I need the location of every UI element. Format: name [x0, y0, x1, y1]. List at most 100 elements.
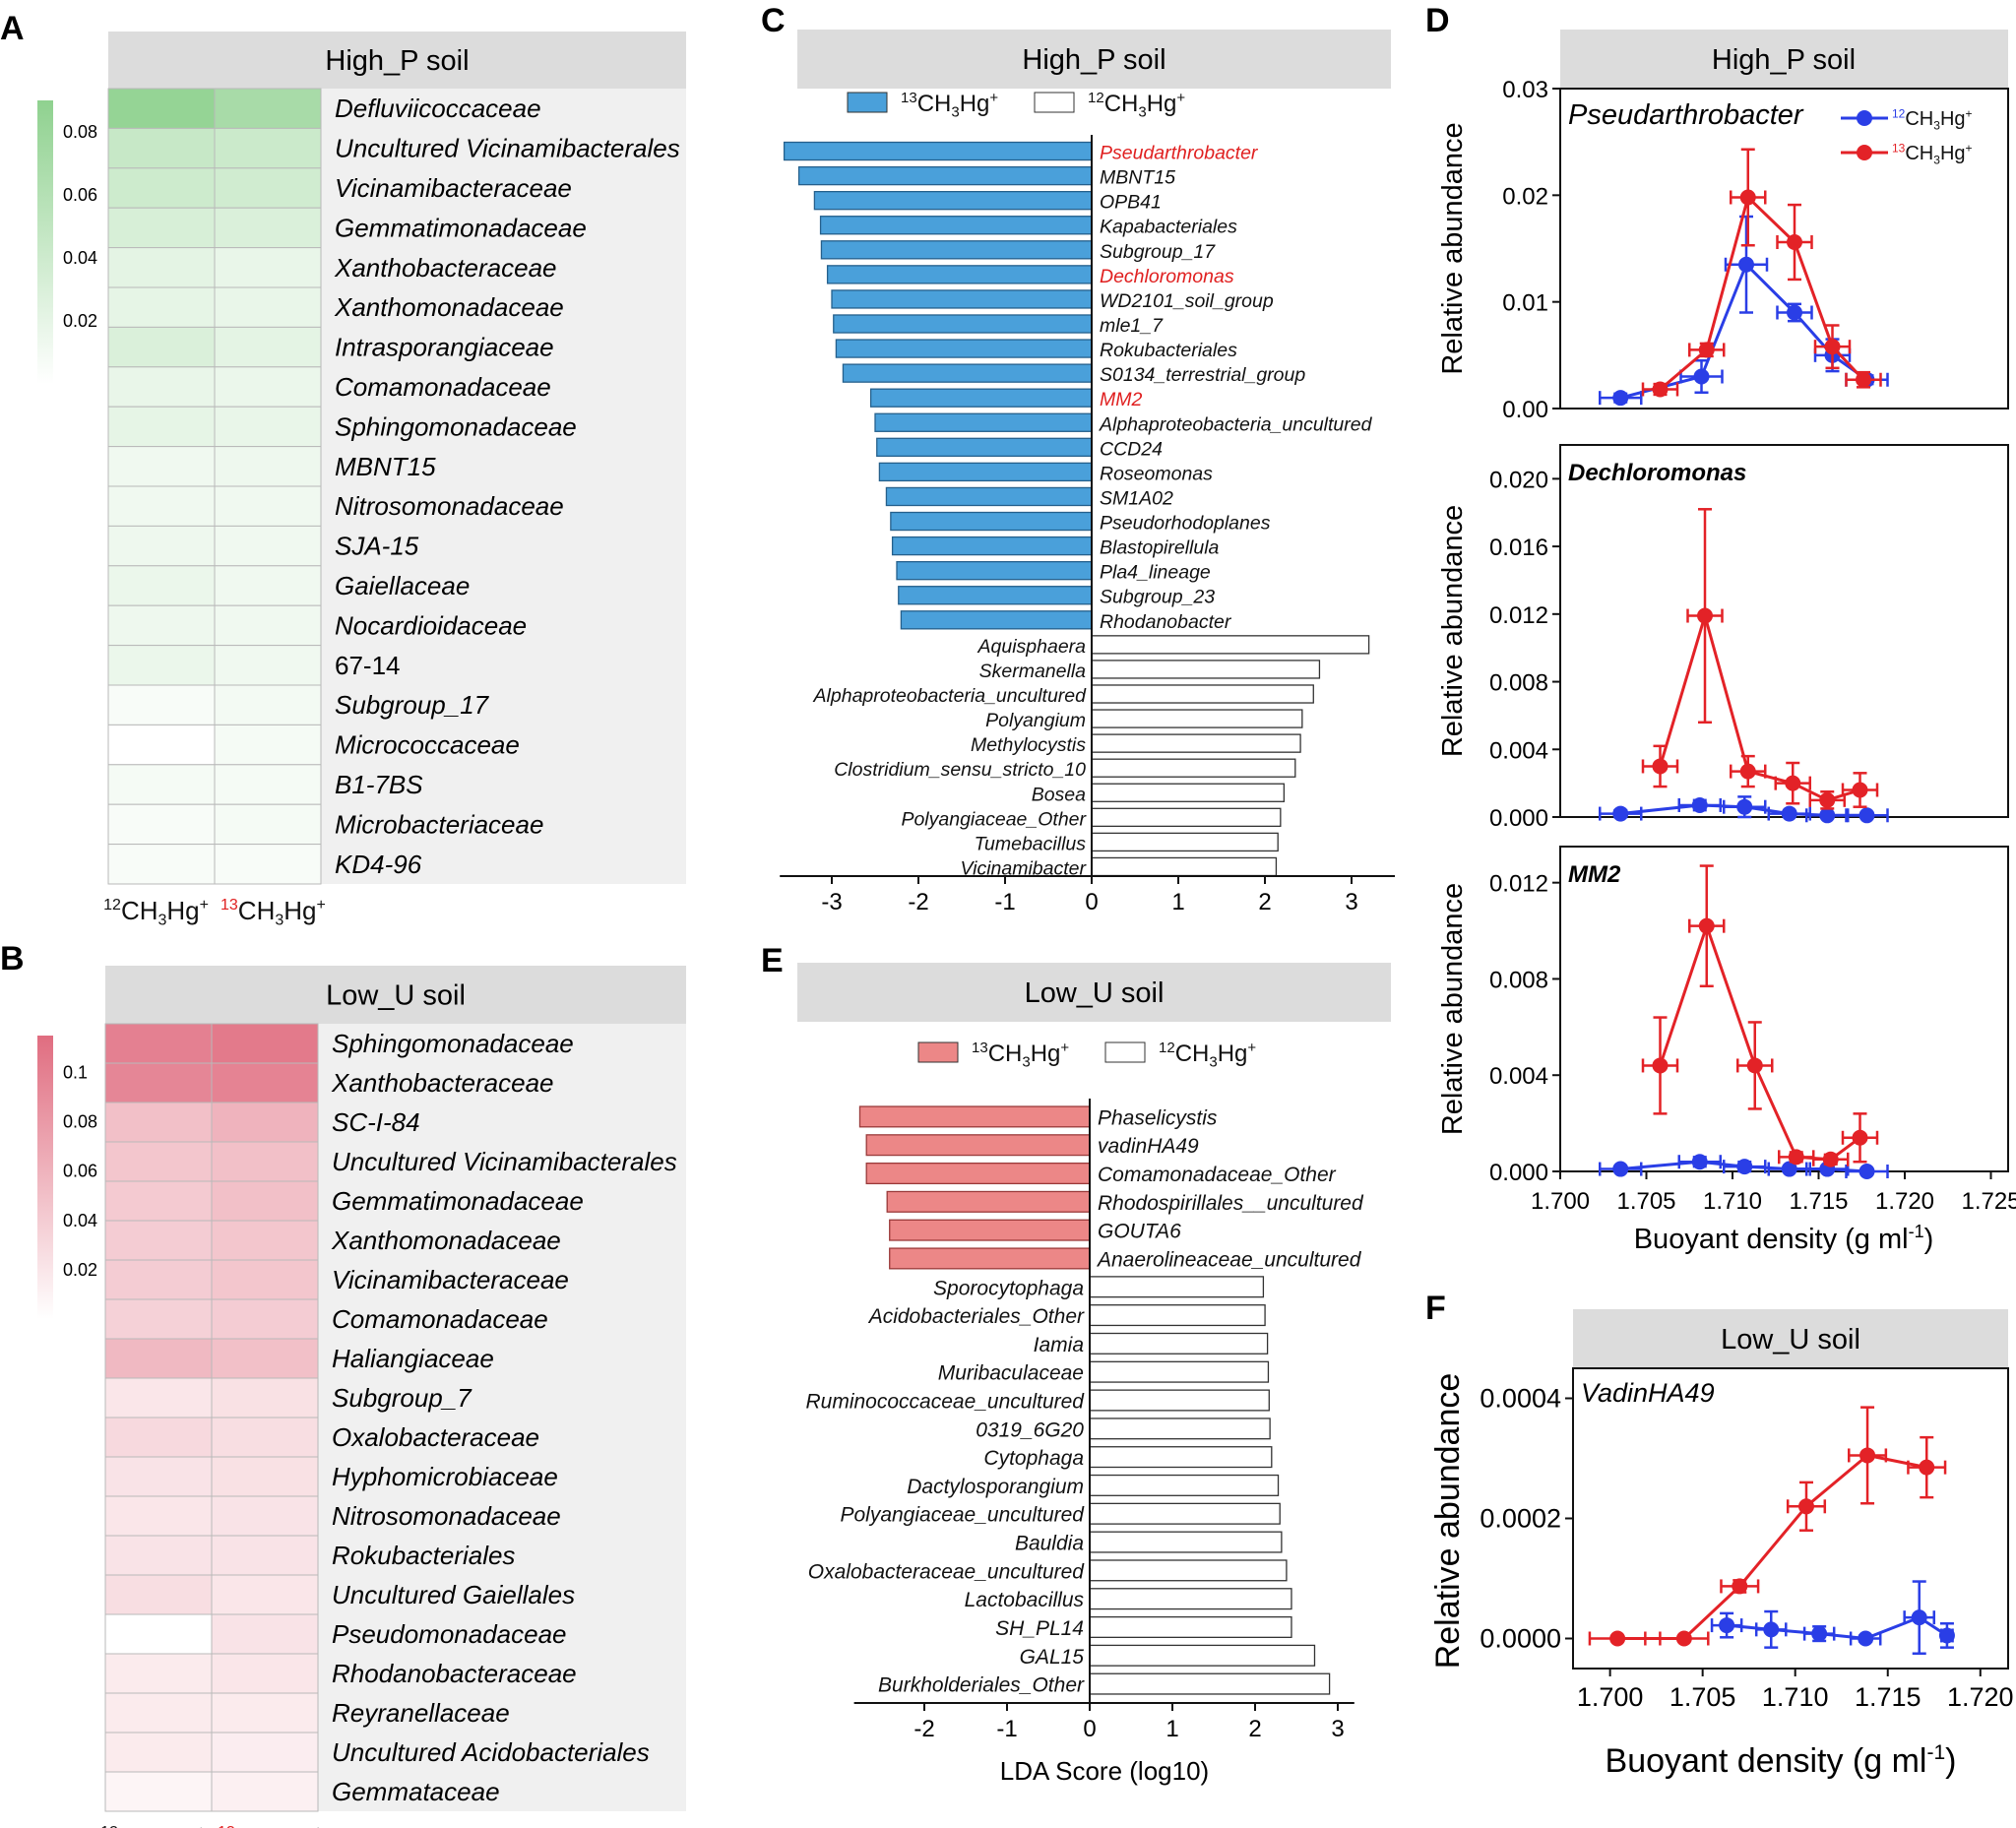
data-point	[1698, 917, 1715, 934]
x-tick-label: -1	[996, 1716, 1017, 1742]
data-point	[1852, 782, 1868, 798]
y-tick-label: 0.02	[1502, 183, 1548, 210]
heatmap-cell	[107, 485, 216, 527]
bar-label: Blastopirellula	[1100, 537, 1220, 559]
x-tick-label: 2	[1258, 889, 1271, 915]
row-label: MBNT15	[335, 452, 436, 481]
row-label: Uncultured Acidobacteriales	[332, 1737, 650, 1767]
lda-bar	[1089, 1360, 1270, 1383]
lda-bar	[1089, 1502, 1281, 1525]
row-label: Xanthobacteraceae	[334, 253, 557, 283]
bar-label: Aquisphaera	[977, 636, 1087, 658]
x-axis-label: LDA Score (log10)	[1000, 1756, 1209, 1786]
row-label: Gemmataceae	[332, 1777, 500, 1806]
heatmap-cell	[214, 127, 322, 169]
heatmap-cell	[211, 1613, 319, 1655]
data-point	[1691, 796, 1708, 813]
panel-a-heatmap: High_P soil Defluviicoccaceae Uncultured V…	[37, 32, 686, 929]
data-point	[1787, 234, 1802, 250]
lda-bar	[833, 314, 1093, 334]
subplot-title: Pseudarthrobacter	[1568, 99, 1804, 131]
panel-header	[1560, 30, 2008, 89]
panel-letter-f: F	[1425, 1290, 1446, 1327]
data-point	[1856, 371, 1871, 388]
legend-swatch	[847, 92, 888, 113]
data-point	[1919, 1459, 1935, 1476]
subplot-title: Dechloromonas	[1568, 460, 1746, 486]
heatmap-cell	[104, 1062, 213, 1103]
panel-letter-c: C	[761, 2, 786, 39]
data-point	[1788, 1149, 1804, 1166]
x-tick-label: 1.710	[1762, 1682, 1829, 1712]
heatmap-cell	[104, 1771, 213, 1812]
row-label: Microbacteriaceae	[335, 809, 543, 839]
bar-label: Pseudorhodoplanes	[1100, 513, 1271, 535]
y-axis-label: Relative abundance	[1437, 883, 1469, 1135]
heatmap-cell	[104, 1732, 213, 1773]
panel-title: High_P soil	[1022, 44, 1166, 76]
lda-bar	[826, 265, 1093, 284]
data-point	[1858, 1164, 1875, 1179]
legend-swatch	[917, 1041, 959, 1063]
heatmap-cell	[214, 525, 322, 567]
data-point	[1858, 807, 1875, 824]
column-label: 12CH3Hg+	[100, 1823, 206, 1828]
heatmap-cell	[214, 247, 322, 288]
colorbar-tick-label: 0.04	[63, 1211, 97, 1230]
y-tick-label: 0.0000	[1480, 1624, 1561, 1654]
x-tick-label: 1.705	[1670, 1682, 1736, 1712]
y-axis-label: Relative abundance	[1437, 505, 1469, 757]
bar-label: Subgroup_17	[1100, 241, 1216, 263]
legend-label: 12CH3Hg+	[1892, 106, 1973, 132]
heatmap-cell	[107, 127, 216, 169]
heatmap-cell	[214, 88, 322, 129]
panel-header	[797, 963, 1391, 1022]
row-label: Gaiellaceae	[335, 571, 470, 600]
bar-label: Rhodanobacter	[1100, 611, 1232, 633]
y-tick-label: 0.03	[1502, 77, 1548, 103]
heatmap-cell	[211, 1023, 319, 1064]
colorbar-tick-label: 0.06	[63, 185, 97, 205]
lda-bar	[1089, 1672, 1331, 1695]
bar-label: mle1_7	[1100, 315, 1164, 337]
data-point	[1736, 798, 1753, 815]
colorbar	[37, 1036, 53, 1319]
lda-bar	[1089, 1474, 1280, 1496]
data-point	[1652, 1057, 1669, 1074]
lda-bar	[842, 363, 1093, 383]
lda-bar	[1091, 783, 1286, 802]
row-label: Xanthobacteraceae	[331, 1068, 554, 1098]
lda-bar	[1089, 1304, 1266, 1327]
y-tick-label: 0.00	[1502, 397, 1548, 423]
row-label: Hyphomicrobiaceae	[332, 1462, 558, 1491]
lda-bar	[835, 339, 1093, 358]
y-tick-label: 0.004	[1489, 737, 1548, 764]
bar-label: Polyangium	[985, 710, 1086, 731]
bar-label: Alphaproteobacteria_uncultured	[813, 685, 1088, 707]
plot-frame	[1559, 88, 2009, 410]
heatmap-cell	[107, 764, 216, 805]
x-tick-label: 1.720	[1947, 1682, 2014, 1712]
row-label: Uncultured Vicinamibacterales	[332, 1147, 677, 1176]
bar-label: Roseomonas	[1100, 463, 1213, 484]
panel-b-heatmap: Low_U soil Sphingomonadaceae Xanthobactera…	[37, 966, 686, 1828]
bar-label: Rhodospirillales__uncultured	[1098, 1192, 1364, 1215]
data-point	[1781, 805, 1797, 822]
x-axis-label: Buoyant density (g ml-1)	[1634, 1222, 1934, 1255]
heatmap-cell	[214, 286, 322, 328]
heatmap-cell	[104, 1141, 213, 1182]
heatmap-cell	[211, 1574, 319, 1615]
x-tick-label: -1	[994, 889, 1015, 915]
bar-label: Muribaculaceae	[938, 1362, 1084, 1385]
row-label: Defluviicoccaceae	[335, 94, 541, 123]
x-tick-label: 1.710	[1703, 1188, 1762, 1215]
data-point	[1781, 1161, 1797, 1177]
heatmap-cell	[211, 1692, 319, 1733]
bar-label: Alphaproteobacteria_uncultured	[1099, 413, 1373, 435]
bar-label: Bosea	[1032, 784, 1086, 805]
heatmap-cell	[104, 1377, 213, 1418]
bar-label: Oxalobacteraceae_uncultured	[808, 1560, 1086, 1583]
bar-label: Bauldia	[1015, 1533, 1084, 1555]
panel-e-lda-bar-chart: Low_U soil 13CH3Hg+ 12CH3Hg+ Phaselicystis v…	[797, 963, 1391, 1786]
legend-swatch	[1104, 1041, 1146, 1063]
